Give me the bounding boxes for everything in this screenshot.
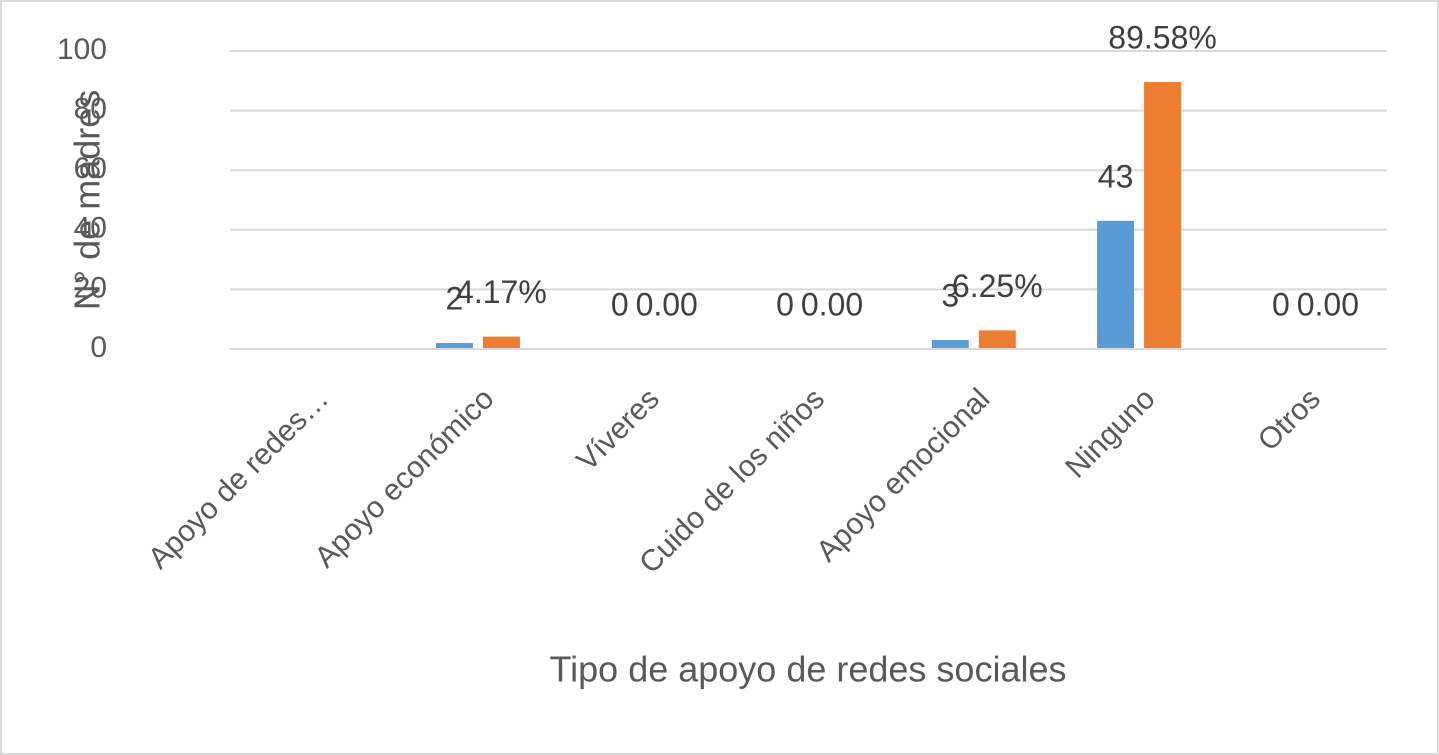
- y-tick-label: 80: [74, 93, 107, 126]
- data-label: 0.00: [636, 286, 698, 322]
- y-tick-label: 60: [74, 152, 107, 185]
- y-axis-title: N° de madres: [67, 90, 108, 310]
- data-label: 43: [1098, 158, 1134, 194]
- bar: [1097, 220, 1135, 349]
- data-label: 4.17%: [456, 274, 547, 310]
- data-label: 2: [446, 280, 464, 316]
- y-tick-label: 40: [74, 212, 107, 245]
- data-label: 6.25%: [952, 268, 1043, 304]
- bar: [931, 340, 969, 349]
- x-axis-title: Tipo de apoyo de redes sociales: [550, 649, 1067, 690]
- data-label: 0.00: [801, 286, 863, 322]
- data-label: 0: [776, 286, 794, 322]
- data-label: 3: [941, 278, 959, 314]
- data-label: 0: [1272, 286, 1290, 322]
- bar: [978, 330, 1016, 349]
- y-tick-label: 20: [74, 271, 107, 304]
- data-label: 0.00: [1297, 286, 1359, 322]
- bar: [1144, 82, 1182, 349]
- bar: [435, 343, 473, 349]
- bar: [482, 336, 520, 349]
- data-label: 89.58%: [1108, 20, 1217, 56]
- data-label: 0: [611, 286, 629, 322]
- y-tick-label: 0: [90, 331, 107, 364]
- y-tick-label: 100: [57, 33, 107, 66]
